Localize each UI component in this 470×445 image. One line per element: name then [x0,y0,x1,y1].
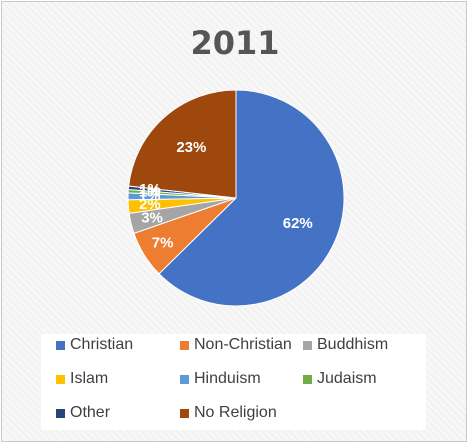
legend-swatch [56,408,65,418]
data-label-buddhism: 3% [141,209,163,226]
legend-item-buddhism: Buddhism [303,336,388,354]
data-label-islam: 2% [139,196,161,213]
pie-slice-no-religion [128,89,237,199]
legend-swatch [303,340,312,350]
legend-swatch [180,408,189,418]
legend-item-other: Other [56,404,110,422]
legend-label: Christian [70,336,134,353]
legend-swatch [180,374,189,384]
legend-label: Other [70,404,111,421]
legend-label: Islam [70,370,109,387]
data-label-non-christian: 7% [152,235,174,252]
legend-swatch [56,374,65,384]
legend-item-non-christian: Non-Christian [180,336,292,354]
legend-swatch [180,340,189,350]
legend-label: Buddhism [317,336,389,353]
data-label-christian: 62% [283,215,313,232]
legend-label: Non-Christian [194,336,292,353]
data-label-judaism: 1% [139,183,161,200]
legend-item-islam: Islam [56,370,108,388]
legend-item-christian: Christian [56,336,133,354]
legend: Christian Non-Christian Buddhism Islam Hindu… [41,334,426,430]
legend-label: Hinduism [194,370,261,387]
data-label-hinduism: 1% [139,188,161,205]
legend-item-no-religion: No Religion [180,404,277,422]
legend-item-judaism: Judaism [303,370,377,388]
legend-item-hinduism: Hinduism [180,370,261,388]
pie-slice-christian [158,89,345,307]
legend-label: No Religion [194,404,277,421]
data-label-other: 1% [139,181,161,198]
data-label-no-religion: 23% [176,139,206,156]
chart-title: 2011 [190,24,280,62]
legend-label: Judaism [317,370,377,387]
legend-swatch [56,340,65,350]
legend-swatch [303,374,312,384]
